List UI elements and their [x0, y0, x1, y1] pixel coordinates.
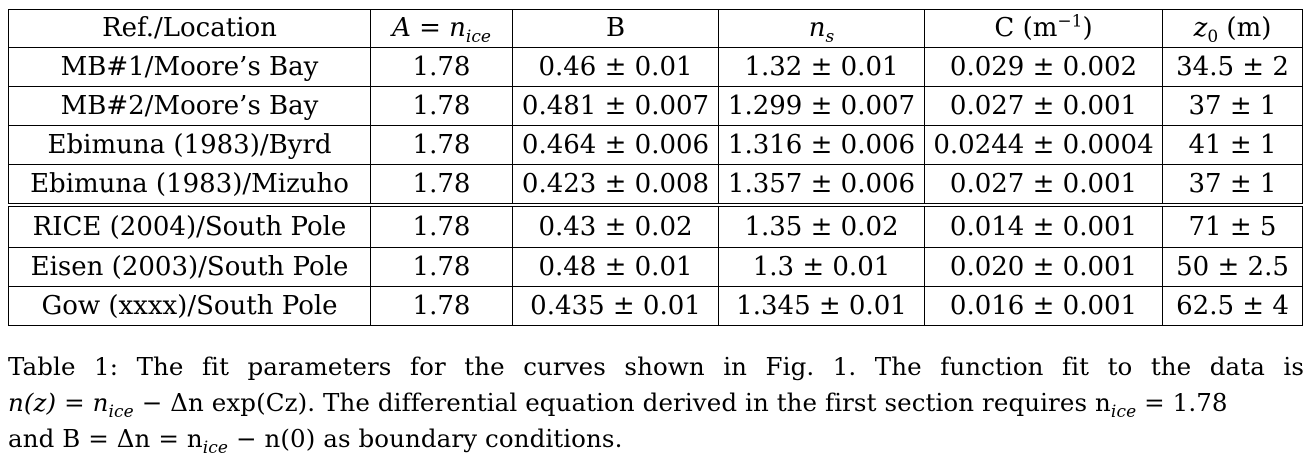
caption-l3-subscript: ice	[202, 437, 229, 458]
cell-a: 1.78	[370, 47, 513, 87]
cell-c: 0.014 ± 0.001	[924, 205, 1163, 248]
cell-a: 1.78	[370, 164, 513, 207]
cell-ref: Ebimuna (1983)/Mizuho	[8, 164, 371, 207]
header-ref-location: Ref./Location	[8, 9, 371, 48]
header-a-subscript: ice	[465, 27, 491, 48]
header-z0-unit: (m)	[1218, 13, 1272, 43]
cell-ns: 1.35 ± 0.02	[718, 205, 925, 248]
cell-z0: 37 ± 1	[1162, 164, 1303, 207]
cell-c: 0.0244 ± 0.0004	[924, 125, 1163, 165]
header-ns-label: n	[808, 13, 826, 43]
cell-ns: 1.299 ± 0.007	[718, 86, 925, 126]
cell-b: 0.43 ± 0.02	[512, 205, 719, 248]
cell-z0: 62.5 ± 4	[1162, 286, 1303, 326]
table-header-row: Ref./Location A = nice B ns C (m−1) z0 (…	[8, 9, 1303, 48]
header-z0-label: z	[1193, 13, 1208, 43]
cell-z0: 41 ± 1	[1162, 125, 1303, 165]
caption-line-3: and B = Δn = nice − n(0) as boundary con…	[8, 421, 1304, 457]
cell-a: 1.78	[370, 247, 513, 287]
cell-ref: Ebimuna (1983)/Byrd	[8, 125, 371, 165]
header-ns-subscript: s	[825, 27, 835, 48]
cell-b: 0.464 ± 0.006	[512, 125, 719, 165]
cell-c: 0.016 ± 0.001	[924, 286, 1163, 326]
fit-parameters-table-container: Ref./Location A = nice B ns C (m−1) z0 (…	[8, 9, 1303, 326]
cell-a: 1.78	[370, 205, 513, 248]
caption-eq-subscript-1: ice	[108, 401, 134, 422]
cell-c: 0.027 ± 0.001	[924, 164, 1163, 207]
cell-b: 0.435 ± 0.01	[512, 286, 719, 326]
fit-parameters-table: Ref./Location A = nice B ns C (m−1) z0 (…	[8, 9, 1303, 326]
header-z0: z0 (m)	[1162, 9, 1303, 48]
header-a: A = nice	[370, 9, 513, 48]
table-caption: Table 1: The fit parameters for the curv…	[8, 349, 1304, 457]
cell-b: 0.48 ± 0.01	[512, 247, 719, 287]
header-z0-subscript: 0	[1207, 27, 1219, 48]
cell-a: 1.78	[370, 125, 513, 165]
caption-line-2: n(z) = nice − Δn exp(Cz). The differenti…	[8, 385, 1304, 421]
header-b: B	[512, 9, 719, 48]
header-c-superscript: −1	[1057, 11, 1083, 32]
cell-c: 0.027 ± 0.001	[924, 86, 1163, 126]
table-row: Ebimuna (1983)/Byrd 1.78 0.464 ± 0.006 1…	[8, 125, 1303, 165]
cell-b: 0.46 ± 0.01	[512, 47, 719, 87]
cell-ref: MB#1/Moore’s Bay	[8, 47, 371, 87]
header-a-label: A = n	[392, 13, 466, 43]
table-row: MB#2/Moore’s Bay 1.78 0.481 ± 0.007 1.29…	[8, 86, 1303, 126]
caption-l3-part-2: − n(0) as boundary conditions.	[228, 424, 623, 453]
cell-z0: 50 ± 2.5	[1162, 247, 1303, 287]
cell-z0: 34.5 ± 2	[1162, 47, 1303, 87]
cell-ref: Gow (xxxx)/South Pole	[8, 286, 371, 326]
cell-b: 0.423 ± 0.008	[512, 164, 719, 207]
cell-b: 0.481 ± 0.007	[512, 86, 719, 126]
caption-eq-part-2: − Δn exp(Cz). The differential equation …	[133, 388, 1111, 417]
cell-c: 0.029 ± 0.002	[924, 47, 1163, 87]
cell-ref: MB#2/Moore’s Bay	[8, 86, 371, 126]
cell-ns: 1.316 ± 0.006	[718, 125, 925, 165]
cell-ref: RICE (2004)/South Pole	[8, 205, 371, 248]
cell-ns: 1.345 ± 0.01	[718, 286, 925, 326]
caption-l3-part-1: and B = Δn = n	[8, 424, 203, 453]
cell-ref: Eisen (2003)/South Pole	[8, 247, 371, 287]
header-c-close: )	[1082, 13, 1093, 43]
cell-ns: 1.3 ± 0.01	[718, 247, 925, 287]
cell-a: 1.78	[370, 86, 513, 126]
cell-z0: 37 ± 1	[1162, 86, 1303, 126]
table-row: RICE (2004)/South Pole 1.78 0.43 ± 0.02 …	[8, 205, 1303, 248]
cell-c: 0.020 ± 0.001	[924, 247, 1163, 287]
header-c: C (m−1)	[924, 9, 1163, 48]
header-ns: ns	[718, 9, 925, 48]
table-row: MB#1/Moore’s Bay 1.78 0.46 ± 0.01 1.32 ±…	[8, 47, 1303, 87]
table-row: Eisen (2003)/South Pole 1.78 0.48 ± 0.01…	[8, 247, 1303, 287]
header-c-label: C (m	[994, 13, 1058, 43]
caption-line-1: Table 1: The fit parameters for the curv…	[8, 352, 1304, 381]
cell-z0: 71 ± 5	[1162, 205, 1303, 248]
table-row: Gow (xxxx)/South Pole 1.78 0.435 ± 0.01 …	[8, 286, 1303, 326]
cell-ns: 1.32 ± 0.01	[718, 47, 925, 87]
caption-eq-part-3: = 1.78	[1136, 388, 1228, 417]
caption-eq-part-1: n(z) = n	[8, 388, 109, 417]
table-row: Ebimuna (1983)/Mizuho 1.78 0.423 ± 0.008…	[8, 164, 1303, 207]
cell-a: 1.78	[370, 286, 513, 326]
cell-ns: 1.357 ± 0.006	[718, 164, 925, 207]
caption-eq-subscript-2: ice	[1110, 401, 1137, 422]
